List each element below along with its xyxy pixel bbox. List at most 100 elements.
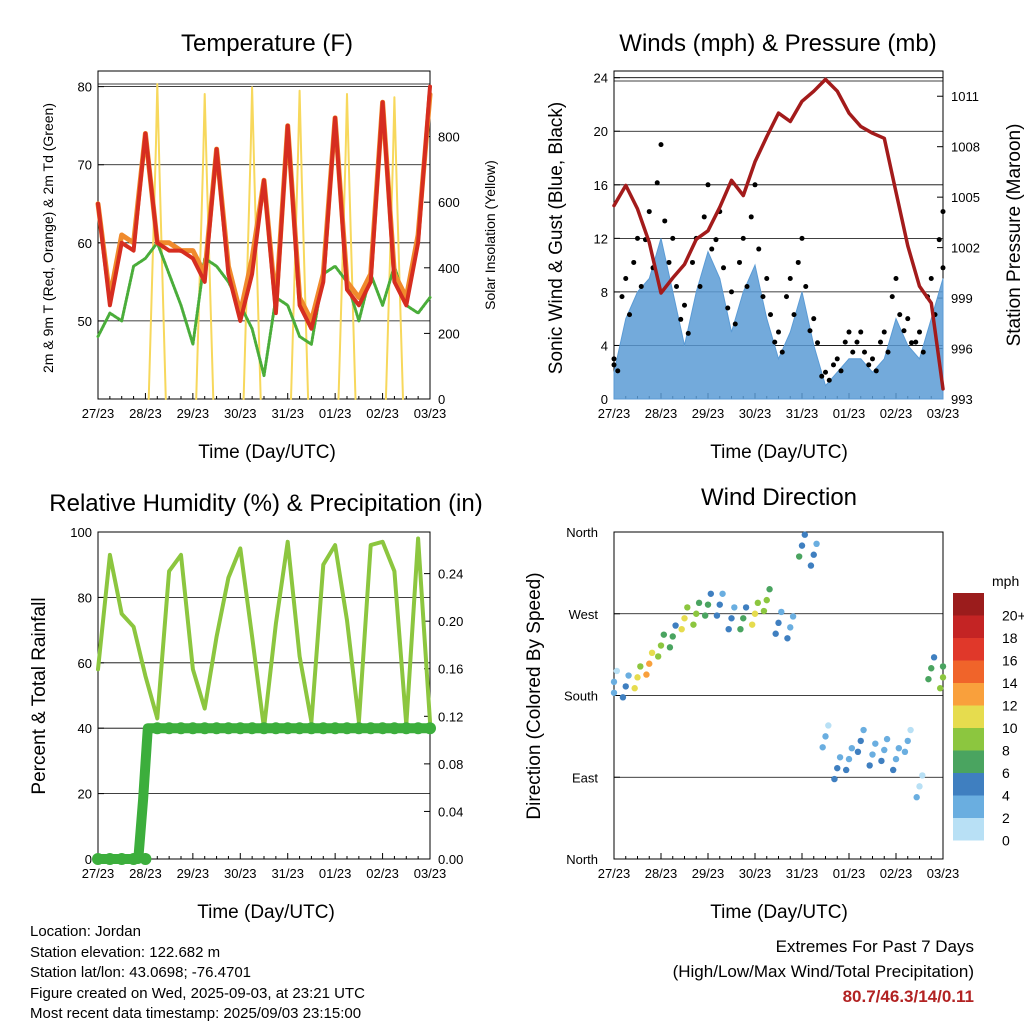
recent-text: Most recent data timestamp: 2025/09/03 2… [30,1005,362,1022]
temperature-ytick-right-label: 600 [438,195,460,210]
colorbar-swatch [953,705,984,728]
humidity-xtick-label: 30/23 [224,866,257,881]
colorbar-swatch [953,660,984,683]
gust-point [674,284,680,290]
gust-point [611,356,617,362]
precip-point [400,722,413,735]
direction-point [622,683,629,690]
colorbar-swatch [953,683,984,706]
direction-point [925,675,932,683]
humidity-title: Relative Humidity (%) & Precipitation (i… [49,490,482,517]
direction-ytick-label: North [566,852,598,867]
gust-point [787,276,793,282]
temperature-xtick-label: 01/23 [319,406,352,421]
gust-point [897,312,903,318]
gust-point [877,339,883,345]
precip-point [234,722,247,735]
direction-point [825,722,832,729]
colorbar-label: 4 [1002,787,1010,803]
humidity-xtick-label: 28/23 [129,866,162,881]
gust-point [830,362,836,368]
winds-ytick-label: 20 [594,124,608,139]
precip-point [222,722,235,735]
direction-point [866,762,873,769]
precip-point [424,722,436,735]
gust-point [881,329,887,335]
extremes-title: Extremes For Past 7 Days [775,937,974,956]
gust-point [917,329,922,335]
gust-point [889,294,895,300]
direction-point [836,754,844,761]
colorbar-swatch [953,615,984,638]
winds-ytick-label: 0 [601,392,608,407]
gust-point [901,328,907,334]
precip-point [246,722,259,735]
gust-point [940,209,946,215]
winds-ylabel-right: Station Pressure (Maroon) [1004,124,1024,347]
direction-point [883,735,891,743]
gust-point [842,339,848,345]
temperature-ylabel-right: Solar Insolation (Yellow) [482,160,498,310]
gust-point [909,340,915,346]
direction-xtick-label: 30/23 [739,866,772,881]
precip-point [175,722,187,735]
colorbar-label: 2 [1002,810,1010,826]
gust-point [740,235,746,241]
winds-xtick-label: 03/23 [927,406,960,421]
winds-xlabel: Time (Day/UTC) [710,442,848,463]
direction-point [936,685,944,692]
humidity-ytick-label: 0 [85,852,92,867]
direction-point [807,562,815,569]
direction-point [619,694,627,701]
temperature-ylabel-left: 2m & 9m T (Red, Orange) & 2m Td (Green) [40,103,56,373]
direction-point [939,674,947,681]
direction-point [742,604,750,611]
winds-ytick-right-label: 1008 [951,140,980,155]
direction-point [842,766,850,774]
gust-point [752,182,758,188]
precip-point [269,722,282,735]
gust-point [666,259,672,265]
gust-point [697,284,703,290]
winds-ytick-label: 8 [601,285,608,300]
precip-point [139,853,152,865]
colorbar-swatch [953,818,984,841]
direction-point [869,751,876,758]
humidity-frame [97,531,431,860]
gust-point [905,316,911,322]
direction-point [939,663,947,670]
temp2m-line [96,84,432,331]
winds-xtick-label: 29/23 [692,406,725,421]
winds-ytick-right-label: 999 [951,291,973,306]
gust-point [768,312,774,318]
precip-point [293,722,306,735]
humidity-ytick-label: 100 [70,525,92,540]
gust-point [705,182,711,188]
precip-point [305,722,318,735]
humidity-ytick-right-label: 0.04 [438,804,463,819]
winds-xtick-label: 31/23 [786,406,819,421]
colorbar-swatch [953,728,984,751]
humidity-xlabel: Time (Day/UTC) [197,902,335,923]
direction-point [716,601,723,608]
humidity-ytick-label: 20 [78,787,92,802]
gust-point [858,329,864,335]
humidity-xtick-label: 29/23 [177,866,210,881]
elevation-text: Station elevation: 122.682 m [30,943,221,961]
direction-xlabel: Time (Day/UTC) [710,902,848,923]
direction-point [834,764,841,772]
direction-xtick-label: 01/23 [833,866,866,881]
gust-point [682,302,687,308]
direction-point [881,746,888,754]
direction-point [610,689,618,696]
winds-title: Winds (mph) & Pressure (mb) [619,30,936,57]
extremes-values: 80.7/46.3/14/0.11 [842,987,974,1006]
gust-point [623,276,629,282]
direction-point [648,649,656,657]
gust-point [870,356,875,362]
precip-point [92,853,104,865]
direction-point [895,744,903,752]
precip-point [186,722,199,735]
direction-point [860,726,867,734]
